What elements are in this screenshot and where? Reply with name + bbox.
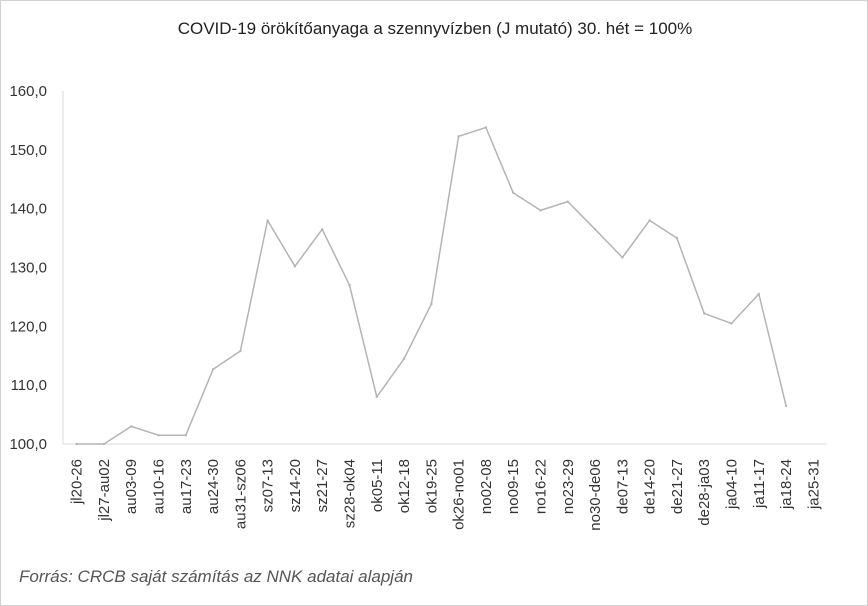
x-tick-label: no09-15 <box>505 459 522 514</box>
y-tick-label: 140,0 <box>9 201 47 218</box>
data-point <box>184 434 187 437</box>
y-tick-label: 160,0 <box>9 83 47 100</box>
x-tick-label: ok05-11 <box>369 459 386 512</box>
data-point <box>211 368 215 371</box>
x-tick-label: no30-de06 <box>587 459 604 531</box>
data-point <box>621 256 624 259</box>
x-tick-label: au31-sz06 <box>232 459 249 529</box>
x-tick-label: au24-30 <box>205 459 222 514</box>
data-point <box>375 395 378 399</box>
x-tick-label: ja04-10 <box>724 459 741 510</box>
data-point <box>593 228 597 231</box>
y-tick-label: 130,0 <box>9 260 47 277</box>
data-point <box>675 236 679 240</box>
data-point <box>703 312 706 315</box>
data-point <box>430 302 433 306</box>
x-tick-label: sz28-ok04 <box>342 459 359 528</box>
x-tick-label: sz07-13 <box>260 459 277 512</box>
x-tick-label: ja25-31 <box>805 459 822 510</box>
x-tick-label: jl20-26 <box>69 459 86 505</box>
x-tick-label: ja11-17 <box>751 459 768 509</box>
x-tick-label: ok19-25 <box>423 459 440 513</box>
data-point <box>321 228 324 231</box>
x-tick-label: ok26-no01 <box>451 459 468 530</box>
x-tick-label: no23-29 <box>560 459 577 514</box>
data-point <box>730 322 733 325</box>
data-point <box>484 126 488 129</box>
x-tick-label: ja18-24 <box>778 459 795 510</box>
data-point <box>102 442 106 446</box>
data-point <box>239 349 242 353</box>
x-tick-label: au03-09 <box>123 459 140 514</box>
data-point <box>348 283 351 287</box>
series-line <box>76 126 787 445</box>
data-point <box>539 209 542 212</box>
data-point <box>648 219 651 222</box>
data-point <box>293 265 297 268</box>
source-note: Forrás: CRCB saját számítás az NNK adata… <box>19 567 413 586</box>
x-tick-label: no02-08 <box>478 459 495 514</box>
y-tick-label: 100,0 <box>9 436 47 453</box>
data-point <box>757 292 760 296</box>
data-point <box>266 219 269 222</box>
chart-title: COVID-19 örökítőanyaga a szennyvízben (J… <box>177 19 693 38</box>
x-tick-label: jl27-au02 <box>96 459 113 522</box>
x-tick-label: de28-ja03 <box>696 459 713 526</box>
data-point <box>512 191 515 194</box>
x-tick-label: sz14-20 <box>287 459 304 512</box>
x-tick-label: de07-13 <box>614 459 631 514</box>
data-point <box>75 442 78 446</box>
y-tick-label: 110,0 <box>11 377 47 394</box>
data-point <box>402 357 406 360</box>
x-tick-label: de14-20 <box>642 459 659 514</box>
y-tick-label: 150,0 <box>9 142 47 159</box>
x-tick-label: ok12-18 <box>396 459 413 513</box>
data-point <box>457 135 460 138</box>
data-point <box>130 425 133 428</box>
data-point <box>566 200 569 203</box>
data-point <box>784 404 788 407</box>
x-tick-label: sz21-27 <box>314 459 331 512</box>
data-point <box>157 434 160 437</box>
x-tick-label: no16-22 <box>533 459 550 514</box>
y-tick-label: 120,0 <box>9 318 47 335</box>
x-tick-label: de21-27 <box>669 459 686 514</box>
x-tick-label: au17-23 <box>178 459 195 514</box>
x-tick-label: au10-16 <box>151 459 168 514</box>
